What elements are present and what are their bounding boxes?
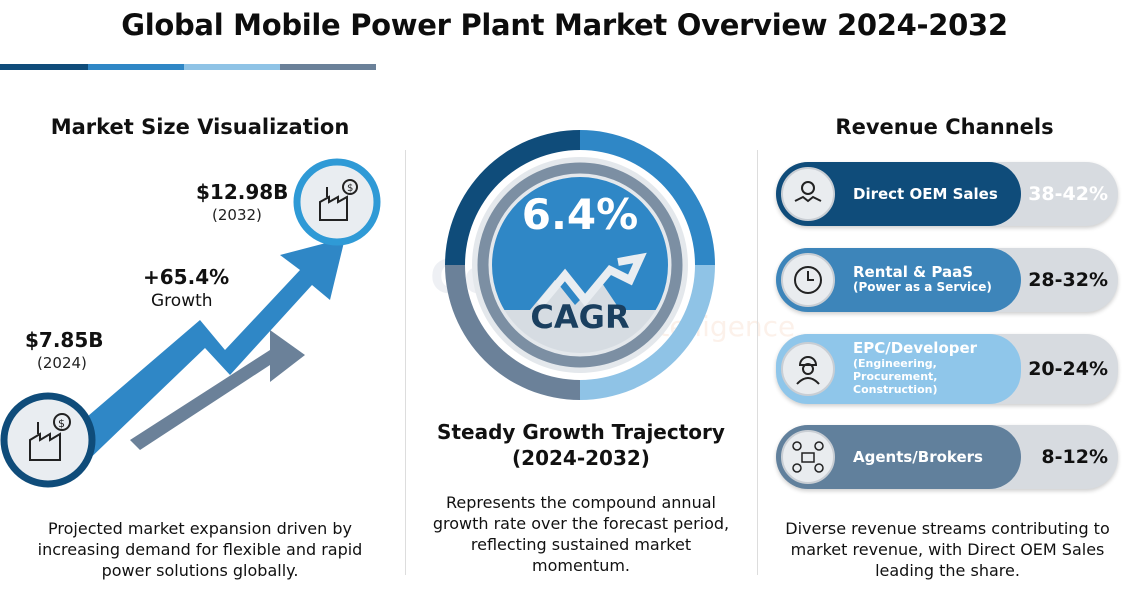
channel-name: Direct OEM Sales [853,185,998,203]
start-circle [0,392,96,488]
cagr-heading: Steady Growth Trajectory [437,420,725,444]
start-year: (2024) [37,354,87,372]
channel-direct-oem: Direct OEM Sales 38-42% [776,162,1118,226]
cagr-period: (2024-2032) [512,446,650,470]
handshake-gear-icon [781,167,835,221]
divider [757,150,758,575]
revenue-caption: Diverse revenue streams contributing to … [785,519,1110,580]
channel-share: 38-42% [1028,183,1108,205]
growth-value: +65.4% [143,265,230,289]
channel-subtitle: (Power as a Service) [853,280,992,294]
divider [405,150,406,575]
channel-share: 20-24% [1028,358,1108,380]
svg-text:$: $ [347,183,353,194]
cagr-caption: Represents the compound annual growth ra… [432,493,730,575]
market-size-caption: Projected market expansion driven by inc… [37,519,363,580]
svg-text:$: $ [58,417,65,430]
cagr-badge [445,130,715,400]
revenue-heading: Revenue Channels [835,115,1054,139]
accent-bar-segment [184,64,280,70]
growth-label: Growth [151,291,213,311]
clock-plug-icon [781,253,835,307]
accent-bar-segment [88,64,184,70]
factory-dollar-icon: $ [29,413,71,461]
accent-bar-segment [0,64,88,70]
growth-arrow-graphic: $ $ [0,158,381,488]
channel-share: 8-12% [1041,446,1108,468]
secondary-arrow [130,330,305,450]
channel-rental-paas: Rental & PaaS (Power as a Service) 28-32% [776,248,1118,312]
start-value: $7.85B [25,328,104,352]
channel-name: Rental & PaaS [853,263,973,281]
cagr-value: 6.4% [521,190,639,239]
channel-epc-developer: EPC/Developer (Engineering, Procurement, … [776,334,1118,404]
engineer-icon [781,342,835,396]
factory-dollar-icon: $ [319,179,358,221]
end-value: $12.98B [196,180,289,204]
channel-subtitle: (Engineering, Procurement, Construction) [853,357,938,396]
network-briefcase-icon [781,430,835,484]
page-title: Global Mobile Power Plant Market Overvie… [121,8,1008,42]
trend-arrow-icon [536,252,647,308]
main-arrow [60,238,345,468]
cagr-label: CAGR [530,298,630,336]
channel-agents-brokers: Agents/Brokers 8-12% [776,425,1118,489]
channel-name: EPC/Developer [853,339,978,357]
market-size-heading: Market Size Visualization [50,115,350,139]
end-year: (2032) [212,206,262,224]
channel-share: 28-32% [1028,269,1108,291]
accent-bar-segment [280,64,376,70]
channel-name: Agents/Brokers [853,448,983,466]
